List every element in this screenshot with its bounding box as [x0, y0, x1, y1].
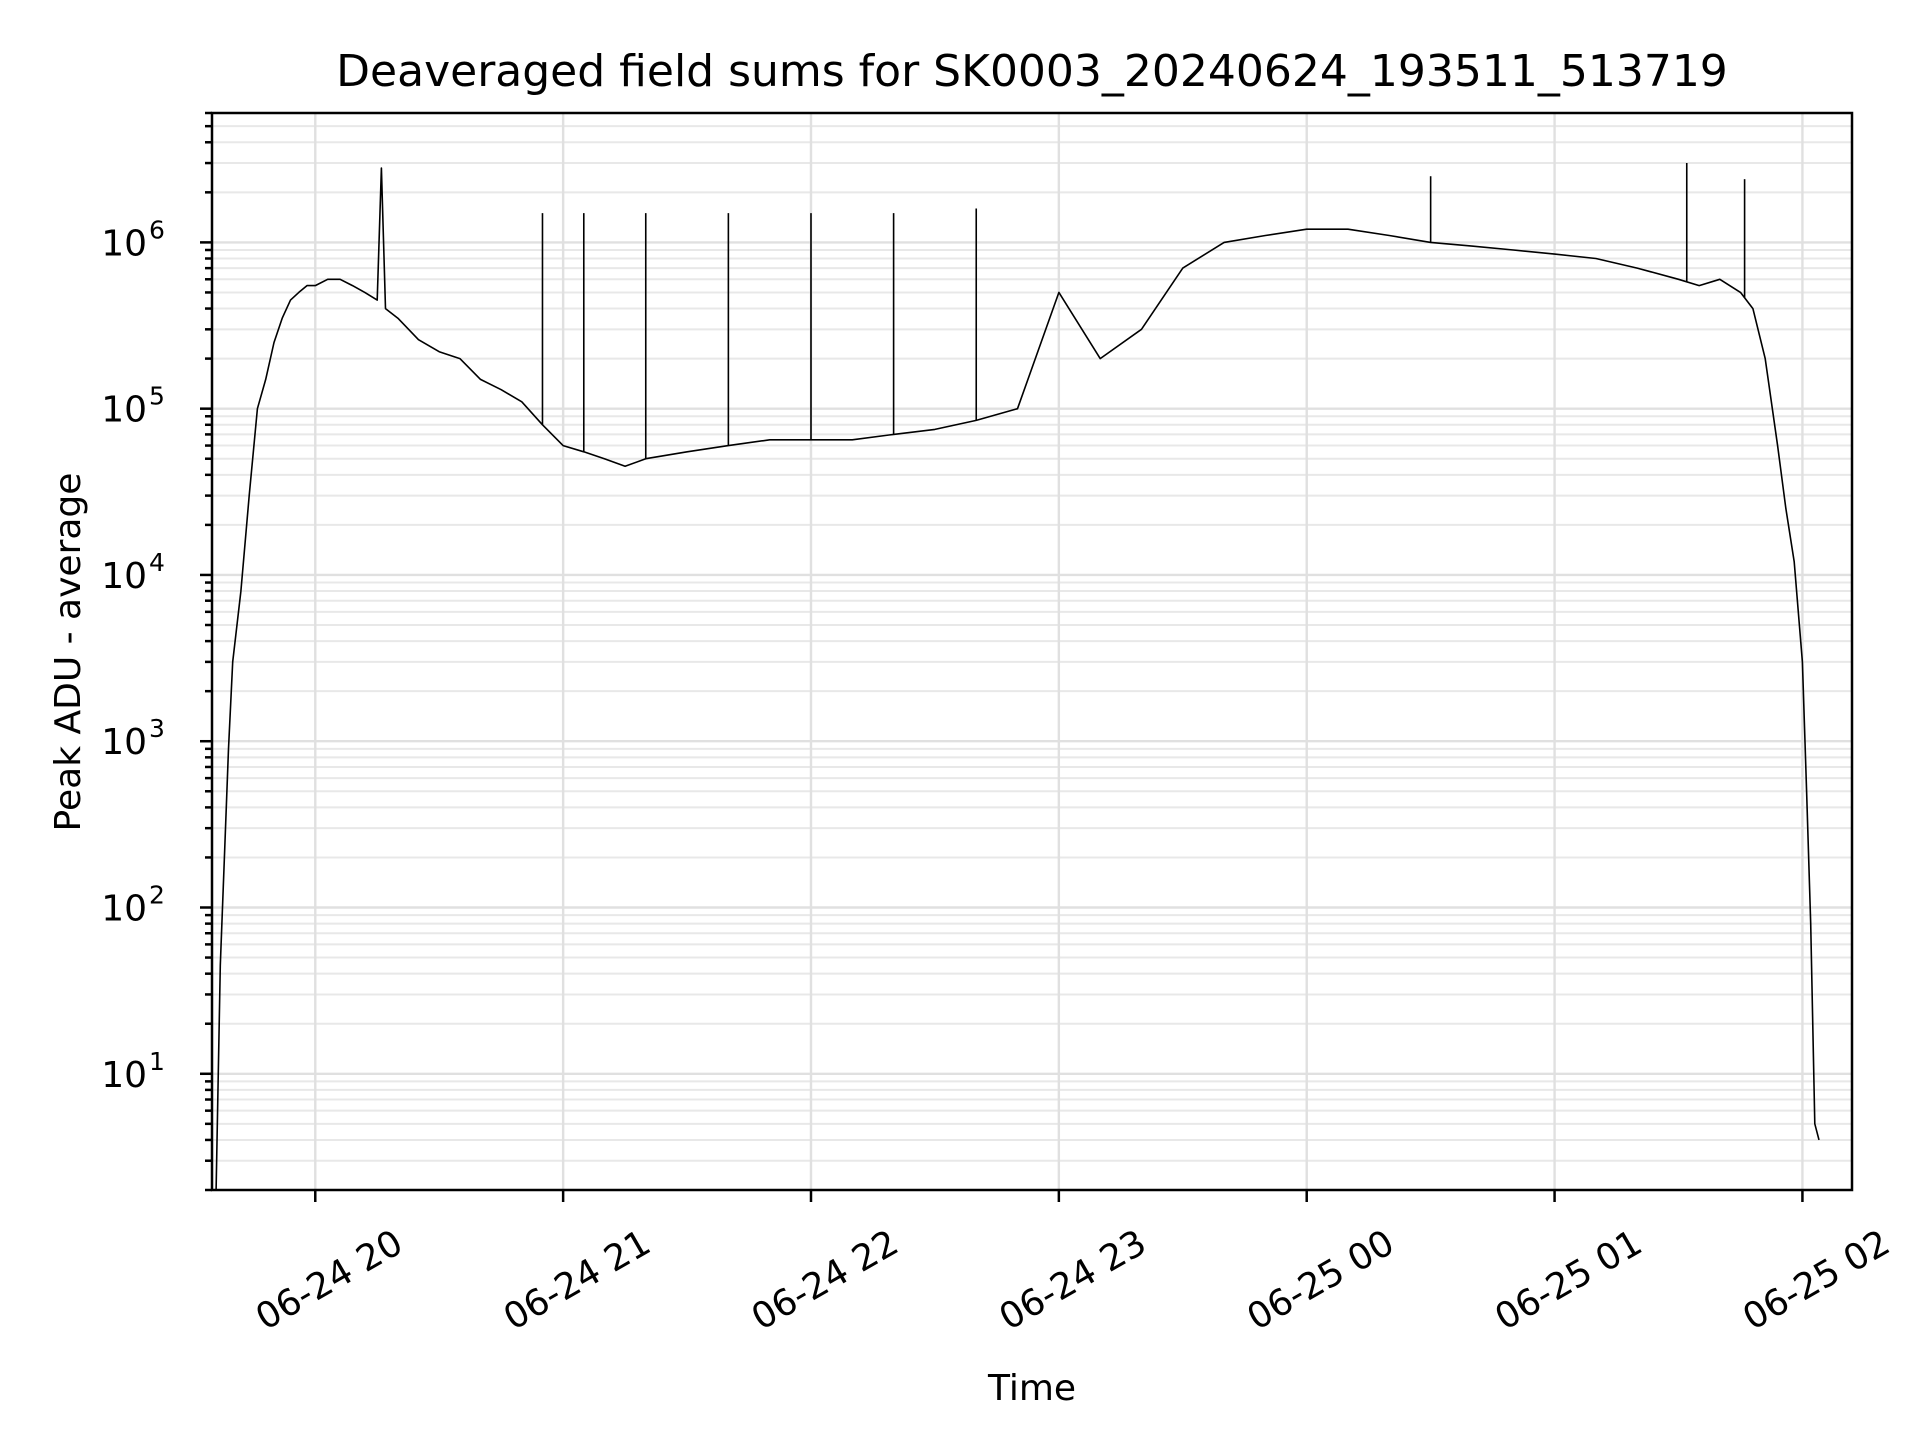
y-tick-label-exponent: 5 — [149, 382, 165, 411]
y-tick-label-base: 10 — [101, 390, 147, 431]
y-tick-label-exponent: 2 — [149, 880, 165, 909]
y-tick-label-base: 10 — [101, 223, 147, 264]
y-tick-label-base: 10 — [101, 1055, 147, 1096]
y-tick-label-base: 10 — [101, 556, 147, 597]
series-line — [215, 167, 1820, 1191]
x-axis-label: Time — [987, 1368, 1076, 1409]
y-tick-label-exponent: 6 — [149, 215, 165, 244]
grid — [212, 112, 1852, 1191]
chart-title: Deaveraged field sums for SK0003_2024062… — [336, 46, 1728, 97]
y-tick-label-exponent: 4 — [149, 548, 165, 577]
y-axis-label: Peak ADU - average — [48, 473, 89, 832]
y-tick-label-exponent: 1 — [149, 1047, 165, 1076]
plot-frame — [210, 111, 1854, 1192]
y-tick-label-base: 10 — [101, 722, 147, 763]
y-tick-label-exponent: 3 — [149, 714, 165, 743]
series-group — [215, 163, 1820, 1191]
y-tick-label-base: 10 — [101, 888, 147, 929]
